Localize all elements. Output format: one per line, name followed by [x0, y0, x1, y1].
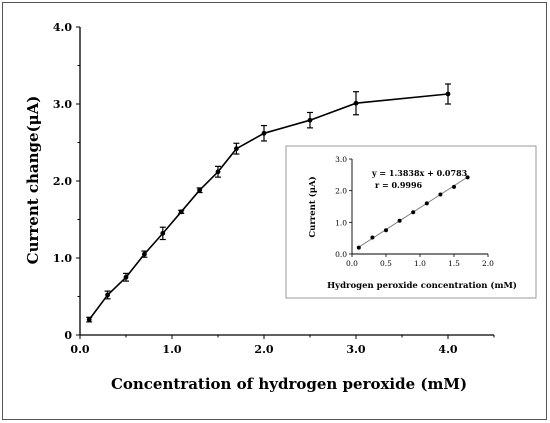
inset-series: [356, 175, 470, 250]
inset-ticks: 0.0 0.5 1.0 1.5 2.0 0.0 1.0 2.0 3.0: [335, 155, 494, 268]
inset-x-axis-title: Hydrogen peroxide concentration (mM): [327, 280, 517, 291]
inset-x-tick-label: 0.5: [380, 259, 392, 268]
inset-data-point: [424, 201, 429, 206]
inset-x-tick-label: 0.0: [346, 259, 358, 268]
main-y-axis-title: Current change(μA): [24, 96, 42, 265]
inset-y-tick-label: 1.0: [335, 218, 347, 227]
main-data-point: [86, 317, 92, 322]
main-data-point: [105, 292, 110, 298]
main-data-point: [215, 169, 221, 175]
inset-data-point: [452, 184, 456, 189]
inset-y-tick-label: 3.0: [335, 155, 347, 164]
main-y-tick-label: 2.0: [53, 175, 72, 188]
main-ticks: 0.0 1.0 2.0 3.0 4.0 0 1.0 2.0 3.0 4.0: [53, 21, 495, 356]
inset-frame: [285, 145, 537, 299]
main-y-tick-label: 0: [64, 329, 72, 342]
main-x-tick-label: 1.0: [162, 343, 181, 356]
main-data-point: [142, 251, 147, 257]
inset-x-tick-label: 1.5: [448, 259, 460, 268]
inset-data-point: [465, 175, 470, 180]
inset-data-point: [411, 210, 416, 215]
main-data-point: [178, 209, 184, 215]
inset-x-tick-label: 2.0: [482, 259, 494, 268]
inset-correlation: r = 0.9996: [375, 180, 423, 190]
main-data-point: [307, 117, 313, 123]
inset-y-axis-title: Current (μA): [307, 176, 318, 237]
main-data-point: [160, 230, 166, 236]
inset-data-point: [384, 228, 388, 233]
main-series: [86, 83, 451, 323]
inset-data-point: [370, 235, 375, 240]
main-data-point: [234, 146, 239, 152]
main-data-point: [197, 187, 203, 193]
main-x-tick-label: 2.0: [254, 343, 273, 356]
main-plot: 0.0 1.0 2.0 3.0 4.0 0 1.0 2.0 3.0 4.0 Concentrati…: [24, 21, 495, 393]
inset-y-tick-label: 2.0: [335, 187, 347, 196]
inset-x-tick-label: 1.0: [414, 259, 426, 268]
main-x-tick-label: 4.0: [438, 343, 457, 356]
inset-y-tick-label: 0.0: [335, 250, 347, 259]
main-data-point: [353, 100, 359, 106]
main-x-tick-label: 0.0: [70, 343, 89, 356]
main-data-point: [445, 91, 451, 97]
inset-data-point: [438, 192, 443, 197]
inset-equation: y = 1.3838x + 0.0783: [371, 168, 468, 178]
main-y-tick-label: 3.0: [53, 98, 72, 111]
main-data-point: [261, 130, 267, 136]
main-x-tick-label: 3.0: [346, 343, 365, 356]
inset-data-point: [356, 245, 361, 250]
inset-plot: 0.0 0.5 1.0 1.5 2.0 0.0 1.0 2.0 3.0 y = 1.3838x …: [285, 145, 537, 299]
inset-data-point: [397, 218, 402, 223]
main-y-tick-label: 4.0: [53, 21, 72, 34]
main-x-axis-title: Concentration of hydrogen peroxide (mM): [111, 375, 467, 393]
figure-frame: [2, 2, 547, 420]
main-data-point: [123, 274, 129, 280]
main-y-tick-label: 1.0: [53, 252, 72, 265]
